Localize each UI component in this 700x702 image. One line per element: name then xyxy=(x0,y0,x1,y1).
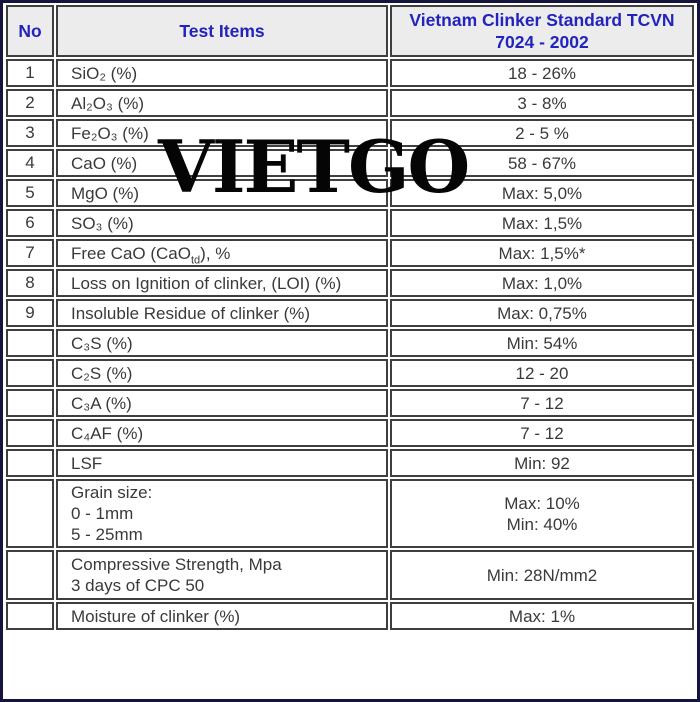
row-number: 3 xyxy=(6,119,54,147)
row-number: 9 xyxy=(6,299,54,327)
test-item-label: Moisture of clinker (%) xyxy=(56,602,388,630)
table-row-insoluble-residue: 9 Insoluble Residue of clinker (%) Max: … xyxy=(6,299,694,327)
table-row-c2s: C₂S (%) 12 - 20 xyxy=(6,359,694,387)
standard-value: 58 - 67% xyxy=(390,149,694,177)
row-number: 1 xyxy=(6,59,54,87)
standard-value: 7 - 12 xyxy=(390,389,694,417)
test-item-label: C₃A (%) xyxy=(56,389,388,417)
standard-value: Max: 1,5% xyxy=(390,209,694,237)
test-item-label: MgO (%) xyxy=(56,179,388,207)
standard-value: Max: 0,75% xyxy=(390,299,694,327)
row-number: 4 xyxy=(6,149,54,177)
row-number xyxy=(6,550,54,600)
test-item-label: Fe₂O₃ (%) xyxy=(56,119,388,147)
standard-value: 3 - 8% xyxy=(390,89,694,117)
standard-value: Max: 5,0% xyxy=(390,179,694,207)
standard-value: Max: 1% xyxy=(390,602,694,630)
table-row-mgo: 5 MgO (%) Max: 5,0% xyxy=(6,179,694,207)
table-row-so3: 6 SO₃ (%) Max: 1,5% xyxy=(6,209,694,237)
test-item-label: Insoluble Residue of clinker (%) xyxy=(56,299,388,327)
standard-value: 18 - 26% xyxy=(390,59,694,87)
test-item-label: Compressive Strength, Mpa 3 days of CPC … xyxy=(56,550,388,600)
row-number xyxy=(6,329,54,357)
test-item-label: Free CaO (CaOtd), % xyxy=(56,239,388,267)
table-row-cao: 4 CaO (%) 58 - 67% xyxy=(6,149,694,177)
col-header-no: No xyxy=(6,5,54,57)
table-row-c3a: C₃A (%) 7 - 12 xyxy=(6,389,694,417)
table-row-compressive-strength: Compressive Strength, Mpa 3 days of CPC … xyxy=(6,550,694,600)
row-number xyxy=(6,419,54,447)
row-number xyxy=(6,479,54,548)
row-number xyxy=(6,389,54,417)
standard-value: Min: 28N/mm2 xyxy=(390,550,694,600)
row-number: 8 xyxy=(6,269,54,297)
col-header-standard: Vietnam Clinker Standard TCVN 7024 - 200… xyxy=(390,5,694,57)
row-number xyxy=(6,449,54,477)
row-number: 7 xyxy=(6,239,54,267)
test-item-label: C₃S (%) xyxy=(56,329,388,357)
row-number: 5 xyxy=(6,179,54,207)
standard-value: 12 - 20 xyxy=(390,359,694,387)
test-item-label: Al₂O₃ (%) xyxy=(56,89,388,117)
test-item-label: LSF xyxy=(56,449,388,477)
col-header-test-items: Test Items xyxy=(56,5,388,57)
standard-value: Max: 10% Min: 40% xyxy=(390,479,694,548)
table-row-sio2: 1 SiO₂ (%) 18 - 26% xyxy=(6,59,694,87)
row-number xyxy=(6,602,54,630)
table-row-c4af: C₄AF (%) 7 - 12 xyxy=(6,419,694,447)
table-row-grain-size: Grain size: 0 - 1mm 5 - 25mm Max: 10% Mi… xyxy=(6,479,694,548)
table-row-fe2o3: 3 Fe₂O₃ (%) 2 - 5 % xyxy=(6,119,694,147)
test-item-label: C₄AF (%) xyxy=(56,419,388,447)
header-row: No Test Items Vietnam Clinker Standard T… xyxy=(6,5,694,57)
table-row-lsf: LSF Min: 92 xyxy=(6,449,694,477)
table-row-moisture: Moisture of clinker (%) Max: 1% xyxy=(6,602,694,630)
test-item-label: C₂S (%) xyxy=(56,359,388,387)
standard-value: Max: 1,0% xyxy=(390,269,694,297)
test-item-label: CaO (%) xyxy=(56,149,388,177)
table-row-al2o3: 2 Al₂O₃ (%) 3 - 8% xyxy=(6,89,694,117)
subscript-td: td xyxy=(190,253,201,266)
table-row-free-cao: 7 Free CaO (CaOtd), % Max: 1,5%* xyxy=(6,239,694,267)
test-item-label: Loss on Ignition of clinker, (LOI) (%) xyxy=(56,269,388,297)
standard-value: 2 - 5 % xyxy=(390,119,694,147)
standard-value: Min: 54% xyxy=(390,329,694,357)
test-item-label: SO₃ (%) xyxy=(56,209,388,237)
table-row-loi: 8 Loss on Ignition of clinker, (LOI) (%)… xyxy=(6,269,694,297)
row-number: 2 xyxy=(6,89,54,117)
test-item-label: SiO₂ (%) xyxy=(56,59,388,87)
table-row-c3s: C₃S (%) Min: 54% xyxy=(6,329,694,357)
standard-value: Max: 1,5%* xyxy=(390,239,694,267)
standard-value: Min: 92 xyxy=(390,449,694,477)
row-number xyxy=(6,359,54,387)
clinker-standard-table: No Test Items Vietnam Clinker Standard T… xyxy=(4,3,696,632)
row-number: 6 xyxy=(6,209,54,237)
standard-value: 7 - 12 xyxy=(390,419,694,447)
test-item-label: Grain size: 0 - 1mm 5 - 25mm xyxy=(56,479,388,548)
